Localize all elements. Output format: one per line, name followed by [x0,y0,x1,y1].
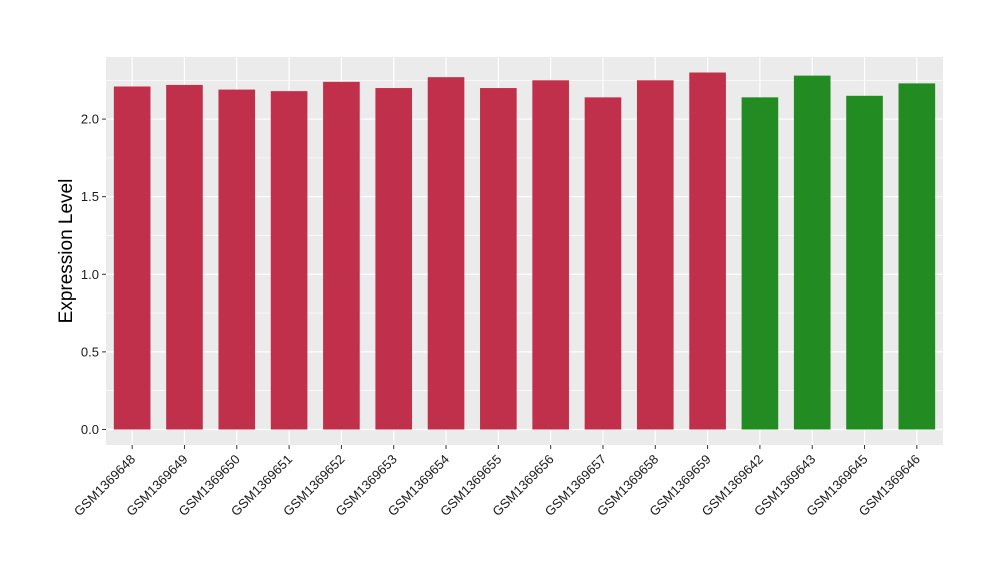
bar-GSM1369659 [689,72,726,430]
y-tick-label: 0.0 [81,422,99,437]
bar-GSM1369657 [584,97,622,430]
y-axis: 0.0 0.5 1.0 1.5 2.0 [81,112,106,437]
y-tick-label: 1.0 [81,267,99,282]
bar-GSM1369649 [166,84,203,430]
bar-GSM1369650 [218,89,256,430]
bar-GSM1369652 [323,81,360,430]
bar-GSM1369648 [113,86,151,430]
bars [113,72,936,430]
y-tick-label: 1.5 [81,189,99,204]
y-tick-label: 2.0 [81,112,99,127]
bar-GSM1369642 [741,97,779,430]
y-axis-title: Expression Level [56,179,77,324]
bar-GSM1369654 [427,77,465,430]
bar-GSM1369646 [898,83,936,430]
bar-GSM1369653 [375,88,413,430]
y-tick-label: 0.5 [81,344,99,359]
bar-GSM1369645 [846,95,883,430]
bar-GSM1369656 [532,80,569,430]
bar-GSM1369643 [793,75,831,430]
bar-GSM1369658 [636,80,674,430]
x-axis: GSM1369648GSM1369649GSM1369650GSM1369651… [71,445,923,519]
bar-GSM1369655 [480,88,517,430]
bar-GSM1369651 [270,91,308,430]
